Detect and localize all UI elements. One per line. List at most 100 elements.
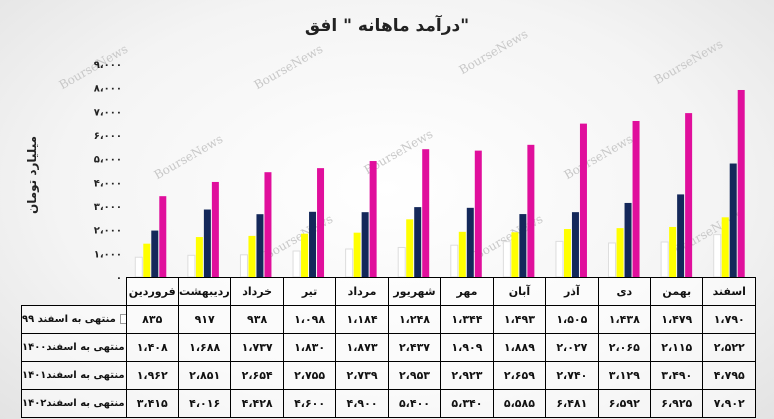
data-cell: ۱،۴۷۹ [650,305,704,334]
bar [301,233,309,277]
legend-entry: منتهی به اسفند۱۴۰۰ [21,333,127,362]
bar [143,243,151,277]
data-cell: ۱،۹۰۹ [440,333,494,362]
data-cell: ۴،۴۲۸ [230,389,284,418]
category-label: اسفند [702,277,756,306]
category-label: خرداد [230,277,284,306]
bar [511,232,519,277]
bar [519,214,527,277]
data-cell: ۱،۳۴۴ [440,305,494,334]
data-cell: ۲،۹۵۳ [387,361,442,390]
data-cell: ۱،۰۹۸ [282,305,337,334]
table-corner [21,277,127,306]
bar [502,241,511,278]
bar [406,219,414,277]
bar [353,232,361,277]
legend-swatch [119,314,126,324]
data-cell: ۲،۱۱۵ [650,333,704,362]
bar [458,231,466,277]
data-cell: ۱،۵۰۵ [545,305,599,334]
category-label: شهریور [387,277,442,306]
data-cell: ۶،۹۲۵ [650,389,704,418]
bar [317,168,325,277]
bar [422,149,430,277]
data-cell: ۲،۶۵۴ [230,361,284,390]
y-tick-label: ۹،۰۰۰ [94,60,122,71]
data-cell: ۱،۸۸۹ [492,333,547,362]
data-cell: ۱،۴۰۸ [125,333,179,362]
bar [737,89,745,278]
data-cell: ۲،۸۵۱ [177,361,232,390]
category-label: دی [597,277,652,306]
data-cell: ۴،۰۱۶ [177,389,232,418]
bar [555,240,564,278]
legend-entry: منتهی به اسفند۱۴۰۱ [21,361,127,390]
bar [292,250,301,278]
bar [466,207,474,277]
bar [474,150,482,277]
data-cell: ۳،۱۲۹ [597,361,652,390]
bar [256,214,264,277]
series-name: منتهی به اسفند۱۴۰۰ [22,342,125,353]
y-tick-label: ۳،۰۰۰ [94,202,122,213]
y-tick-label: ۴،۰۰۰ [94,178,122,189]
series-name: منتهی به اسفند۱۴۰۱ [22,370,125,381]
bar [134,256,143,278]
data-cell: ۲،۴۳۷ [387,333,442,362]
y-tick-label: ۵،۰۰۰ [94,155,122,166]
y-tick-label: ۸،۰۰۰ [94,84,122,95]
category-label: اردیبهشت [177,277,232,306]
bars [134,89,745,278]
series-name: منتهی به اسفند۱۴۰۲ [22,398,125,409]
data-cell: ۱،۴۹۳ [492,305,547,334]
category-label: بهمن [650,277,704,306]
bar [361,212,369,277]
bar [151,230,159,277]
data-cell: ۱،۹۶۲ [125,361,179,390]
bar [616,228,624,277]
category-label: مهر [440,277,494,306]
category-label: تیر [282,277,337,306]
bar [159,196,167,277]
bar [579,123,587,277]
bar [608,242,617,278]
data-cell: ۶،۴۸۱ [545,389,599,418]
data-cell: ۲،۷۵۵ [282,361,337,390]
table-row: منتهی به اسفند۱۴۰۱ ۱،۹۶۲ ۲،۸۵۱ ۲،۶۵۴ ۲،۷۵۵ ۲،… [21,361,756,390]
bar [248,235,256,277]
bar [713,234,722,278]
data-cell: ۲،۰۲۷ [545,333,599,362]
bar [660,241,669,278]
data-cell: ۵،۳۴۰ [440,389,494,418]
table-header-row: فروردین اردیبهشت خرداد تیر مرداد شهریور مهر آبا… [21,277,756,306]
data-cell: ۲،۰۶۵ [597,333,652,362]
bar [527,144,535,277]
bar [571,212,579,277]
y-tick-label: ۱،۰۰۰ [94,249,122,260]
data-cell: ۵،۵۸۵ [492,389,547,418]
data-cell: ۲،۶۵۹ [492,361,547,390]
data-cell: ۱،۶۸۸ [177,333,232,362]
bar [264,172,272,277]
data-cell: ۵،۴۰۰ [387,389,442,418]
data-cell: ۱،۲۴۸ [387,305,442,334]
bar [624,202,632,277]
bar [309,211,317,277]
bar [397,246,406,278]
data-cell: ۱،۴۳۸ [597,305,652,334]
series-name: منتهی به اسفند ۹۹ [22,314,116,325]
bar [203,209,211,277]
bar [345,248,354,278]
category-label: فروردین [125,277,179,306]
category-label: آذر [545,277,599,306]
data-cell: ۱،۸۷۳ [335,333,389,362]
data-cell: ۸۳۵ [125,305,179,334]
bar [195,237,203,277]
bar [450,244,459,278]
table-row: منتهی به اسفند۱۴۰۰ ۱،۴۰۸ ۱،۶۸۸ ۱،۷۳۷ ۱،۸۳۰ ۱،… [21,333,756,362]
data-cell: ۱،۱۸۴ [335,305,389,334]
y-tick-label: ۲،۰۰۰ [94,226,122,237]
data-cell: ۲،۷۳۹ [335,361,389,390]
data-cell: ۴،۷۹۵ [702,361,756,390]
